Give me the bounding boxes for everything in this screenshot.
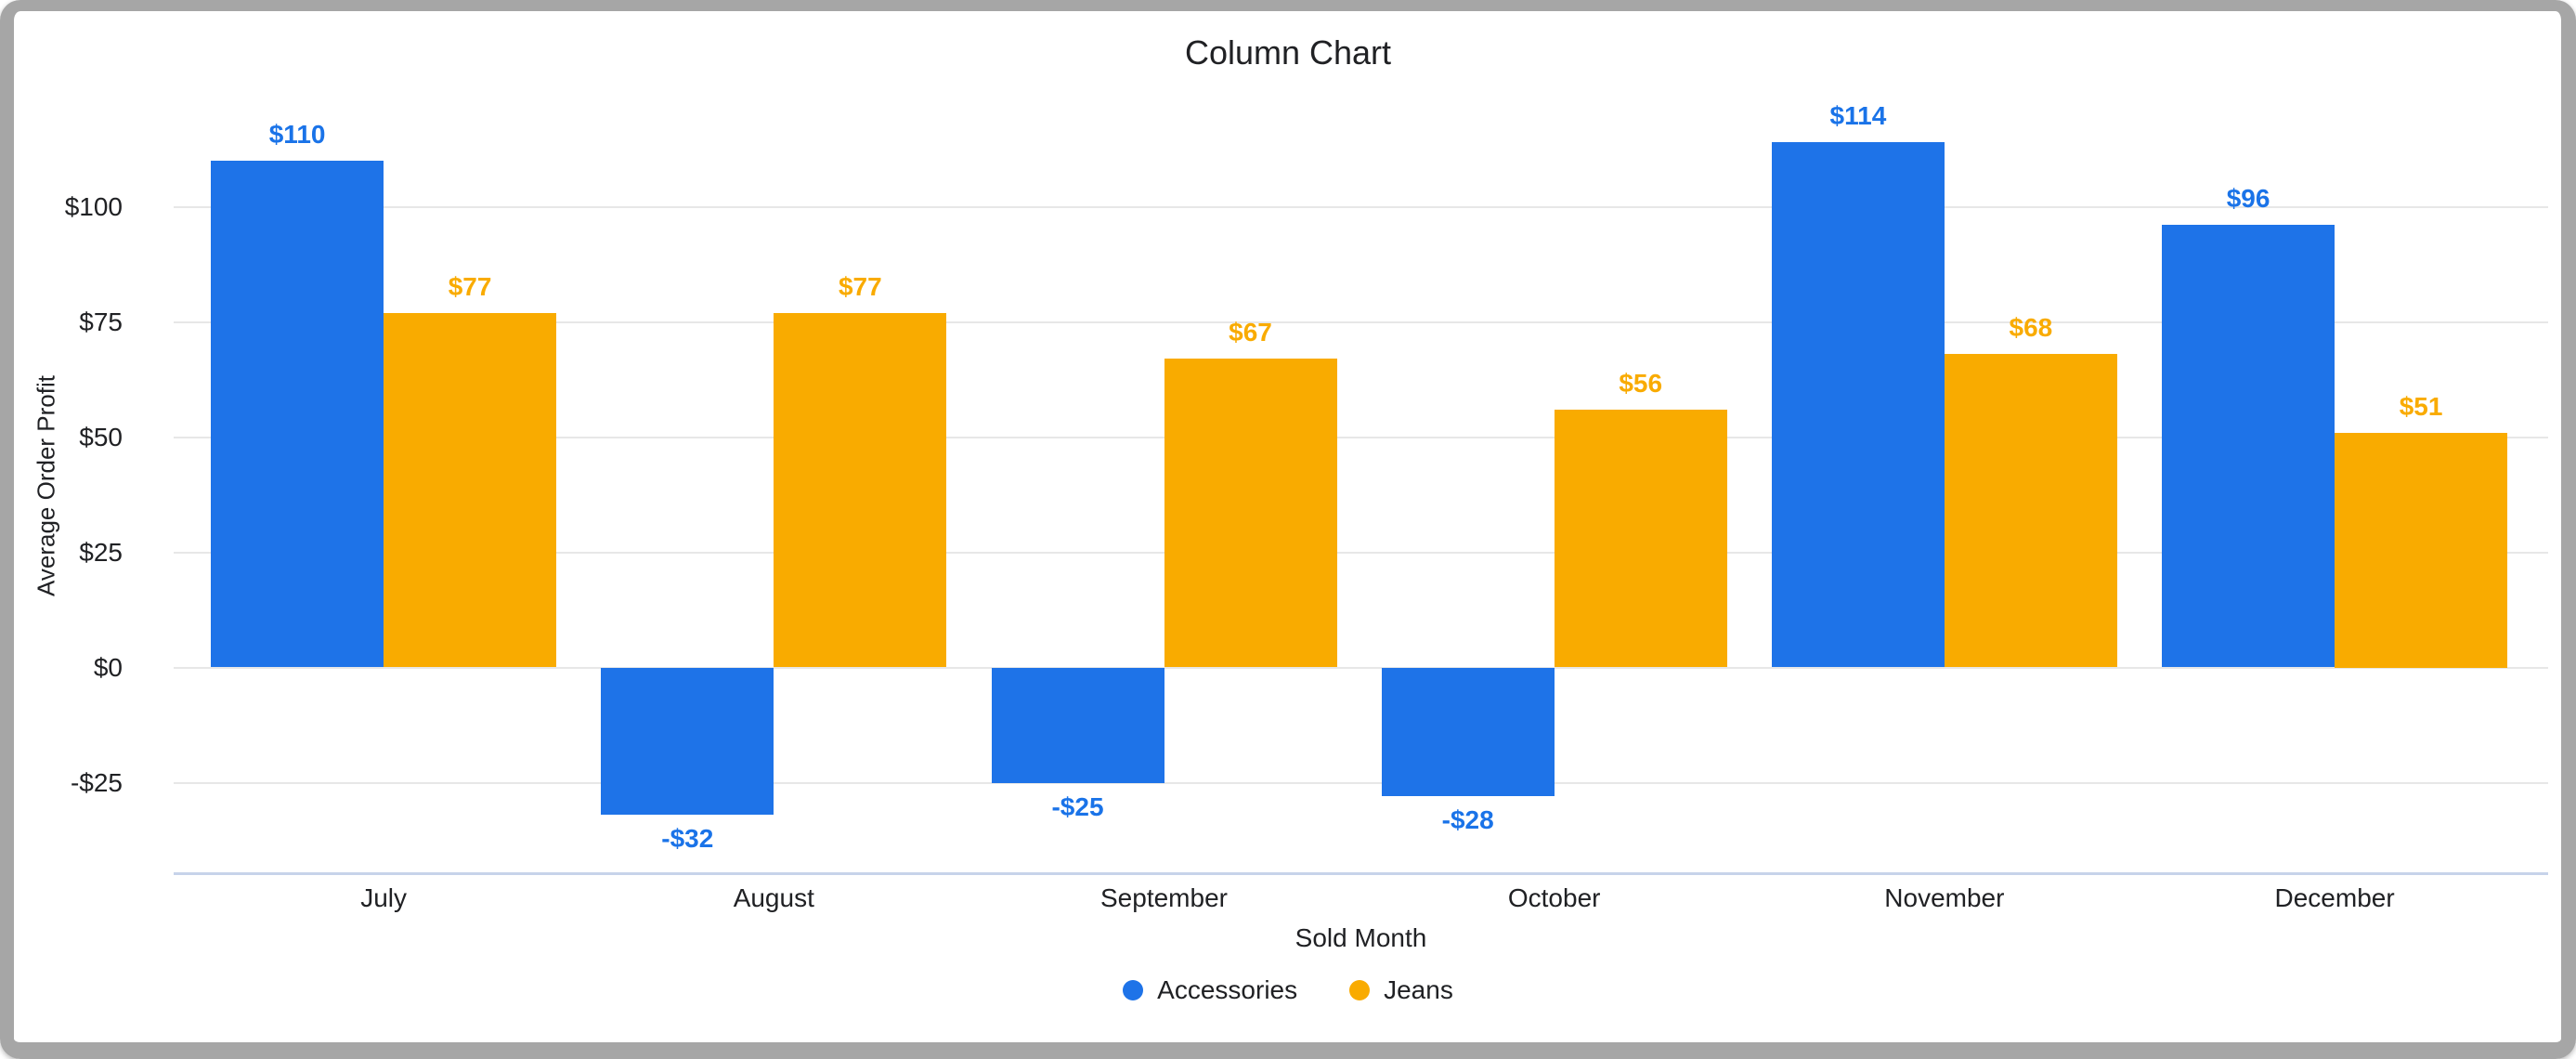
bar-accessories-october[interactable] — [1381, 667, 1555, 797]
bar-jeans-september[interactable] — [1164, 359, 1337, 668]
y-tick-label: $0 — [93, 652, 123, 682]
bar-value-label: $114 — [1829, 101, 1887, 131]
legend-label: Jeans — [1384, 975, 1453, 1004]
bar-accessories-december[interactable] — [2162, 225, 2335, 668]
y-tick-label: $50 — [79, 422, 123, 451]
x-category-label-november: November — [1884, 883, 2005, 912]
x-axis-line — [174, 872, 2548, 875]
bar-value-label: -$25 — [1051, 791, 1104, 821]
x-category-label-august: August — [733, 883, 814, 912]
x-category-label-december: December — [2274, 883, 2395, 912]
legend: Accessories Jeans — [0, 975, 2576, 1005]
x-category-label-september: September — [1100, 883, 1228, 912]
bar-value-label: -$32 — [661, 824, 714, 854]
legend-item-accessories[interactable]: Accessories — [1123, 975, 1297, 1005]
y-tick-label: $25 — [79, 537, 123, 567]
bar-accessories-august[interactable] — [601, 667, 774, 816]
bar-jeans-october[interactable] — [1554, 409, 1727, 668]
gridline-$25 — [174, 551, 2548, 554]
bar-value-label: $56 — [1619, 368, 1663, 398]
gridline-$50 — [174, 436, 2548, 438]
bar-value-label: -$28 — [1441, 805, 1494, 835]
chart-title: Column Chart — [1184, 33, 1392, 72]
legend-item-jeans[interactable]: Jeans — [1349, 975, 1453, 1005]
bar-jeans-july[interactable] — [384, 312, 557, 668]
y-tick-label: $75 — [79, 307, 123, 336]
x-axis-title: Sold Month — [1295, 923, 1427, 952]
bar-value-label: $51 — [2399, 391, 2443, 421]
bar-value-label: $67 — [1229, 318, 1272, 347]
bar-value-label: $110 — [268, 119, 326, 149]
y-tick-label: -$25 — [70, 767, 123, 797]
bar-jeans-december[interactable] — [2335, 432, 2508, 668]
bar-jeans-november[interactable] — [1944, 354, 2117, 668]
bar-accessories-july[interactable] — [211, 160, 384, 668]
legend-dot-jeans-icon — [1349, 980, 1371, 1000]
bar-jeans-august[interactable] — [774, 312, 947, 668]
bar-accessories-september[interactable] — [991, 667, 1164, 783]
bar-value-label: $68 — [2009, 313, 2053, 343]
legend-label: Accessories — [1157, 975, 1298, 1004]
gridline--$25 — [174, 781, 2548, 784]
gridline-$100 — [174, 205, 2548, 208]
x-category-label-july: July — [360, 883, 407, 912]
y-tick-label: $100 — [64, 191, 123, 221]
bar-value-label: $96 — [2226, 184, 2270, 214]
bar-value-label: $77 — [448, 271, 492, 301]
bar-value-label: $77 — [838, 271, 882, 301]
legend-dot-accessories-icon — [1123, 980, 1144, 1000]
gridline-$75 — [174, 320, 2548, 323]
bar-accessories-november[interactable] — [1771, 142, 1945, 668]
gridline-$0 — [174, 666, 2548, 669]
x-category-label-october: October — [1507, 883, 1601, 912]
